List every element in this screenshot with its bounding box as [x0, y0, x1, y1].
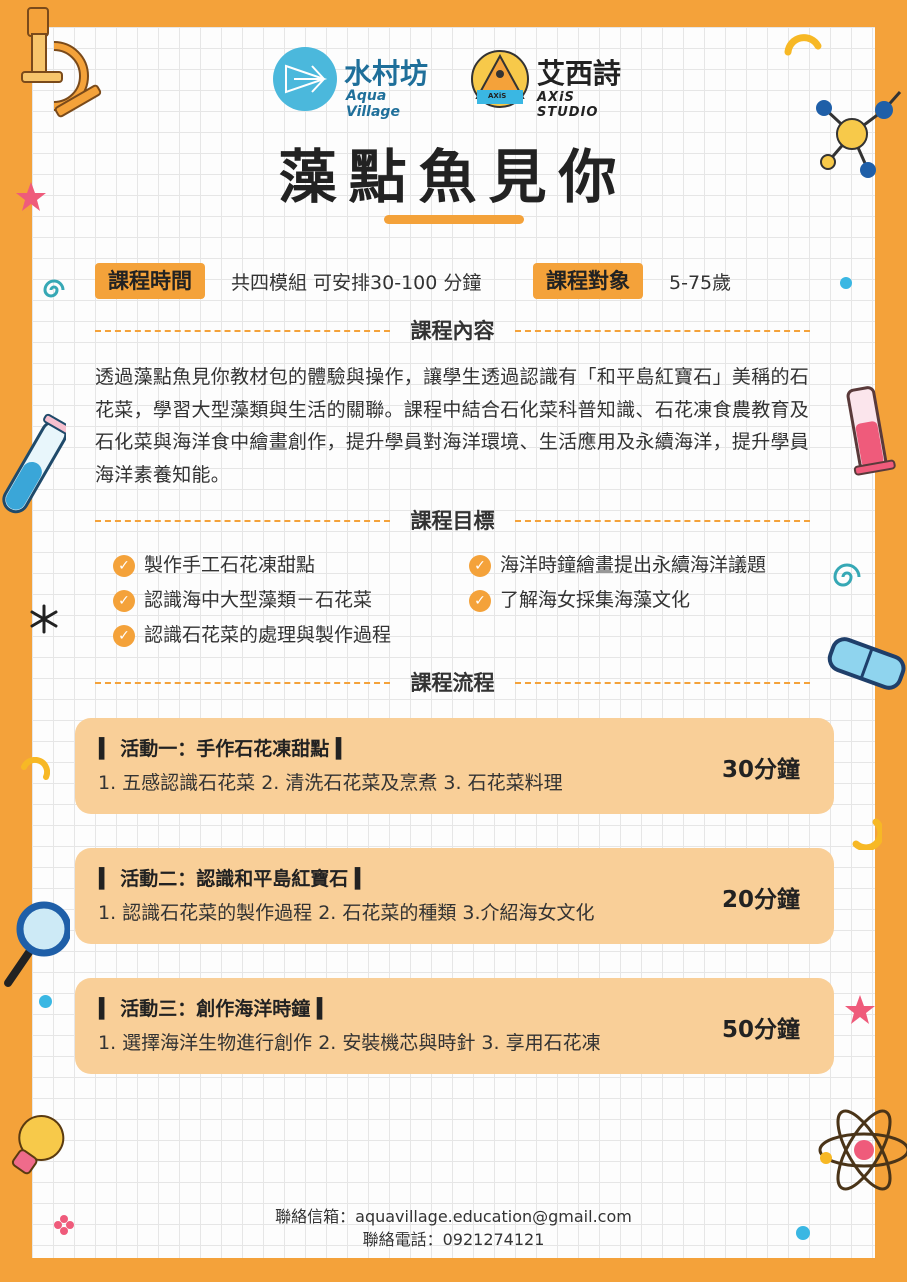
contact-phone: 聯絡電話：0921274121 — [362, 1230, 545, 1249]
goal-text: 了解海女採集海藻文化 — [500, 589, 691, 611]
section-header-flow: 課程流程 — [95, 668, 810, 698]
logo-name-zh: 艾西詩 — [537, 57, 622, 90]
activity-duration: 50分鐘 — [721, 1017, 800, 1043]
logo-name-en: Aqua Village — [346, 88, 400, 120]
activity-duration: 30分鐘 — [721, 757, 800, 783]
goal-item: ✓ 認識石花菜的處理與製作過程 — [113, 622, 391, 648]
title-underline — [384, 215, 524, 224]
logo-name-zh: 水村坊 — [344, 57, 429, 90]
goal-text: 認識石花菜的處理與製作過程 — [144, 624, 392, 646]
star-icon — [16, 182, 46, 211]
logo-name-en: AXiS STUDIO — [537, 90, 599, 120]
goal-text: 認識海中大型藻類－石花菜 — [144, 589, 373, 611]
goggles-icon — [827, 637, 906, 690]
axis-studio-logo: AXiS 艾西詩 AXiS STUDIO — [471, 50, 641, 120]
section-header-goals: 課程目標 — [95, 506, 810, 536]
arc-icon — [852, 818, 882, 850]
activity-duration: 20分鐘 — [721, 887, 800, 913]
divider — [515, 330, 810, 332]
test-tube-icon — [2, 413, 66, 514]
divider — [95, 520, 390, 522]
star-icon — [845, 995, 875, 1024]
fish-logo-icon — [273, 47, 337, 111]
section-title: 課程內容 — [410, 319, 495, 343]
spiral-icon — [833, 563, 861, 587]
aqua-village-logo: 水村坊 Aqua Village — [272, 46, 442, 120]
section-header-content: 課程內容 — [95, 316, 810, 346]
goal-item: ✓ 製作手工石花凍甜點 — [113, 552, 315, 578]
goal-item: ✓ 了解海女採集海藻文化 — [469, 587, 690, 613]
activity-title: ▍ 活動二：認識和平島紅寶石 ▍ — [99, 868, 370, 890]
activity-title: ▍ 活動一：手作石花凍甜點 ▍ — [99, 738, 351, 760]
activity-title: ▍ 活動三：創作海洋時鐘 ▍ — [99, 998, 332, 1020]
target-label: 課程對象 — [533, 263, 643, 299]
beaker-icon — [846, 386, 896, 476]
goal-text: 海洋時鐘繪畫提出永續海洋議題 — [500, 554, 767, 576]
contact-email: 聯絡信箱：aquavillage.education@gmail.com — [275, 1207, 632, 1226]
section-title: 課程目標 — [410, 509, 495, 533]
flower-icon — [54, 1215, 74, 1235]
goal-item: ✓ 海洋時鐘繪畫提出永續海洋議題 — [469, 552, 766, 578]
activity-card: ▍ 活動三：創作海洋時鐘 ▍ 1. 選擇海洋生物進行創作 2. 安裝機芯與時針 … — [75, 978, 834, 1074]
course-description: 透過藻點魚見你教材包的體驗與操作，讓學生透過認識有「和平島紅寶石」美稱的石花菜，… — [95, 366, 810, 486]
lightbulb-icon — [11, 1114, 65, 1175]
activity-card: ▍ 活動二：認識和平島紅寶石 ▍ 1. 認識石花菜的製作過程 2. 石花菜的種類… — [75, 848, 834, 944]
spiral-icon — [43, 279, 65, 298]
divider — [95, 682, 390, 684]
arc-icon — [21, 757, 50, 780]
atom-icon — [818, 1109, 907, 1191]
goal-item: ✓ 認識海中大型藻類－石花菜 — [113, 587, 372, 613]
checkmark-icon: ✓ — [469, 589, 491, 612]
asterisk-icon — [30, 604, 58, 634]
checkmark-icon: ✓ — [113, 589, 135, 612]
dot-decoration — [796, 1226, 810, 1240]
activity-steps: 1. 認識石花菜的製作過程 2. 石花菜的種類 3.介紹海女文化 — [98, 902, 595, 924]
checkmark-icon: ✓ — [113, 624, 135, 647]
divider — [515, 682, 810, 684]
dot-decoration — [39, 995, 52, 1008]
eye-triangle-logo-icon — [471, 50, 529, 108]
arc-icon — [784, 34, 822, 56]
dot-decoration — [840, 277, 852, 289]
goal-text: 製作手工石花凍甜點 — [144, 554, 316, 576]
divider — [515, 520, 810, 522]
activity-card: ▍ 活動一：手作石花凍甜點 ▍ 1. 五感認識石花菜 2. 清洗石花菜及烹煮 3… — [75, 718, 834, 814]
checkmark-icon: ✓ — [469, 554, 491, 577]
magnifier-icon — [4, 901, 70, 987]
activity-steps: 1. 選擇海洋生物進行創作 2. 安裝機芯與時針 3. 享用石花凍 — [98, 1032, 601, 1054]
checkmark-icon: ✓ — [113, 554, 135, 577]
page-title: 藻點魚見你 — [278, 143, 629, 211]
time-value: 共四模組 可安排30-100 分鐘 — [231, 272, 482, 294]
logo-badge: AXiS — [488, 92, 507, 100]
target-value: 5-75歲 — [669, 272, 732, 294]
molecule-icon — [816, 91, 902, 178]
time-label: 課程時間 — [95, 263, 205, 299]
divider — [95, 330, 390, 332]
activity-steps: 1. 五感認識石花菜 2. 清洗石花菜及烹煮 3. 石花菜料理 — [98, 772, 563, 794]
microscope-icon — [21, 7, 102, 118]
section-title: 課程流程 — [410, 671, 495, 695]
